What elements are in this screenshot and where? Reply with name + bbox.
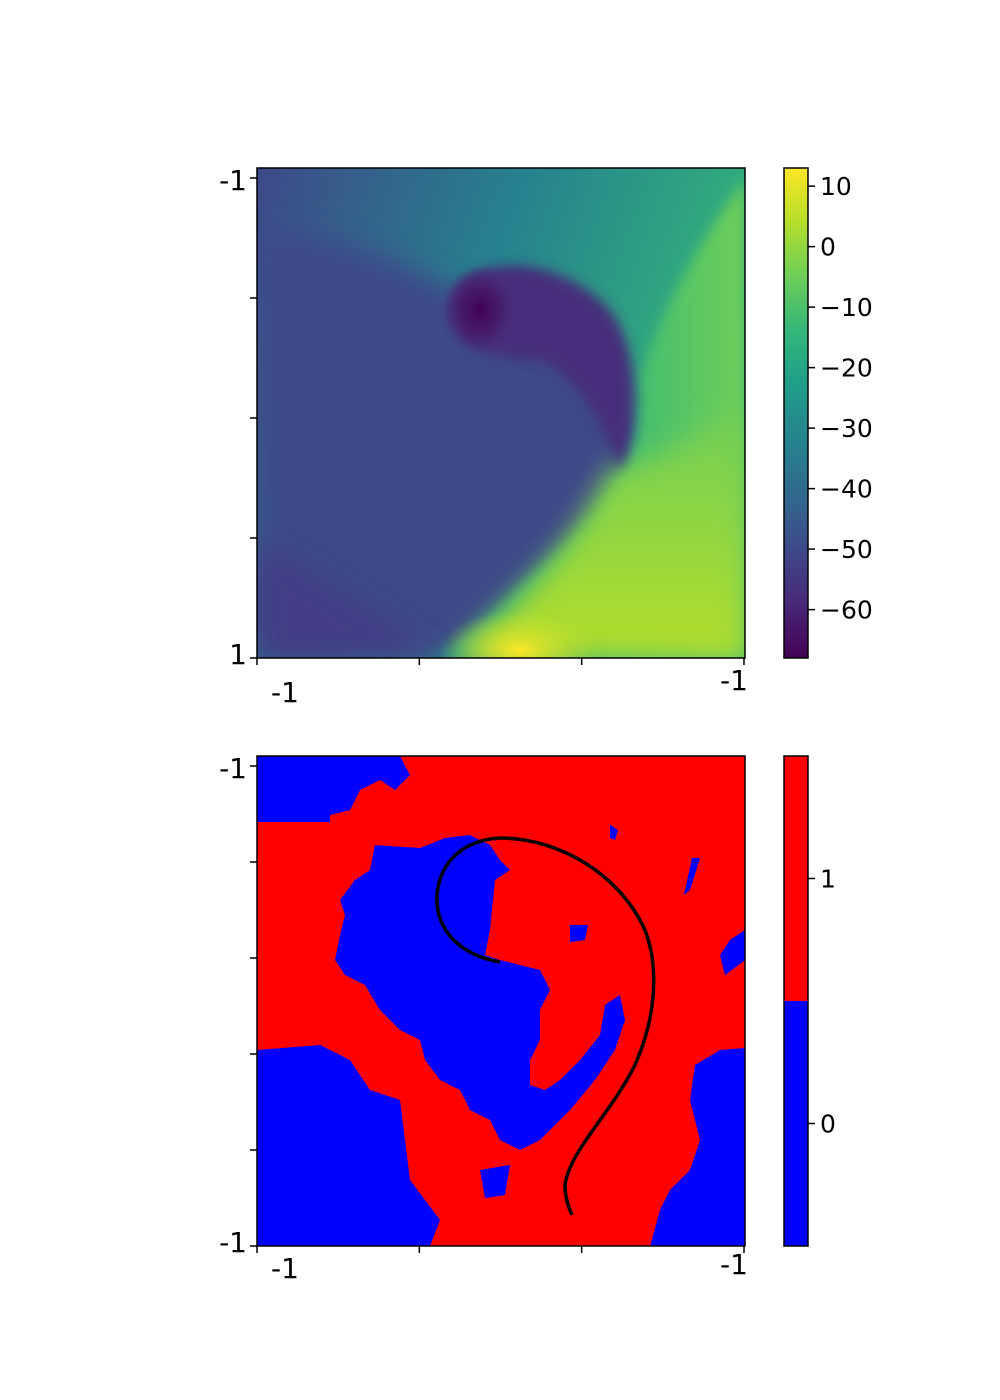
bottom-colorbar-class0 — [784, 1001, 808, 1246]
top-axis-ticks: -1 -1 -1 1 10 0 −10 −20 −30 −40 −50 −60 — [219, 164, 873, 709]
x-tick-label: -1 — [720, 1248, 748, 1281]
colorbar-tick-label: −30 — [820, 414, 873, 443]
spiral-curve — [435, 836, 656, 1216]
colorbar-tick-label: 1 — [820, 865, 836, 894]
bottom-colorbar-frame — [783, 755, 809, 1247]
y-tick-label: -1 — [219, 1226, 247, 1259]
colorbar-tick-label: 10 — [820, 172, 852, 201]
y-tick-label: -1 — [219, 164, 247, 197]
bottom-colorbar-class1 — [784, 756, 808, 1001]
x-tick-label: -1 — [271, 676, 299, 709]
y-tick-label: 1 — [229, 638, 247, 671]
colorbar-tick-label: −20 — [820, 354, 873, 383]
top-heatmap — [257, 168, 745, 658]
colorbar-tick-label: −40 — [820, 475, 873, 504]
bottom-axis-ticks: -1 -1 -1 -1 1 0 — [219, 752, 836, 1285]
y-tick-label: -1 — [219, 752, 247, 785]
colorbar-tick-label: −50 — [820, 535, 873, 564]
top-axes-frame — [256, 167, 746, 659]
x-tick-label: -1 — [271, 1252, 299, 1285]
colorbar-tick-label: −60 — [820, 596, 873, 625]
colorbar-tick-label: −10 — [820, 293, 873, 322]
colorbar-tick-label: 0 — [820, 1110, 836, 1139]
bottom-axes-frame — [256, 755, 746, 1247]
x-tick-label: -1 — [720, 664, 748, 697]
colorbar-tick-label: 0 — [820, 233, 836, 262]
bottom-classmap — [257, 756, 745, 1246]
top-colorbar — [783, 167, 809, 659]
